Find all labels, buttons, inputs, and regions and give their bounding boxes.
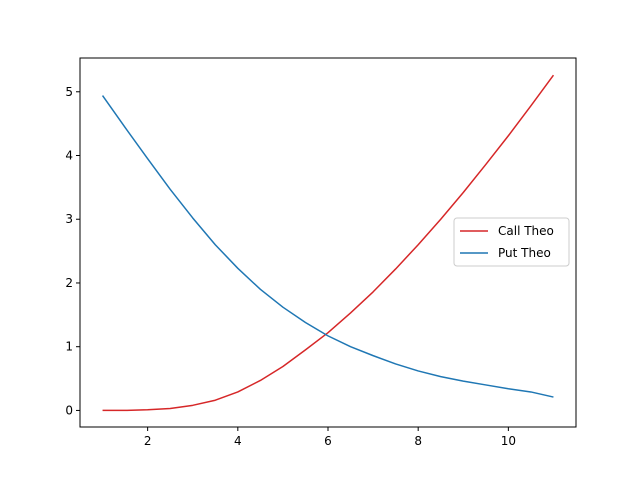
plot-area <box>101 74 555 412</box>
axes-frame <box>79 57 577 428</box>
series-line-call-theo <box>102 74 555 412</box>
x-tick-label: 4 <box>234 434 242 448</box>
y-tick-label: 1 <box>65 340 73 354</box>
y-tick-label: 4 <box>65 149 73 163</box>
x-axis: 2 4 6 8 10 <box>144 427 516 448</box>
y-tick-label: 2 <box>65 276 73 290</box>
y-tick-label: 0 <box>65 403 73 417</box>
x-tick-label: 10 <box>501 434 516 448</box>
y-tick-label: 3 <box>65 212 73 226</box>
legend: Call Theo Put Theo <box>453 217 570 267</box>
y-axis: 0 1 2 3 4 5 <box>65 85 80 417</box>
legend-label-put-theo: Put Theo <box>498 246 551 260</box>
x-tick-label: 6 <box>324 434 332 448</box>
x-tick-label: 8 <box>414 434 422 448</box>
legend-label-call-theo: Call Theo <box>498 224 554 238</box>
y-tick-label: 5 <box>65 85 73 99</box>
legend-box <box>453 217 570 267</box>
series-line-put-theo <box>101 95 554 398</box>
x-tick-label: 2 <box>144 434 152 448</box>
